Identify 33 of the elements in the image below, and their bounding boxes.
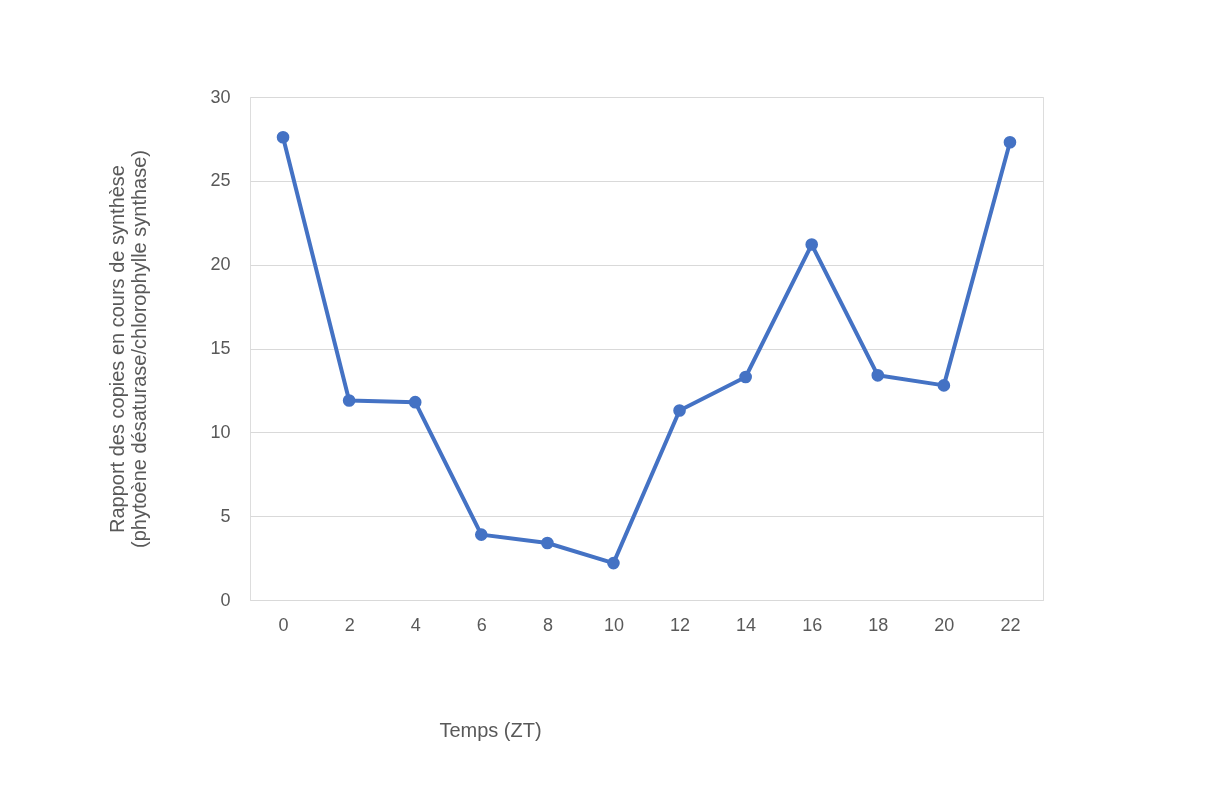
x-tick-label: 14 — [736, 614, 757, 635]
point — [673, 404, 686, 417]
point — [871, 369, 885, 382]
y-tick-label: 30 — [210, 86, 231, 107]
y-tick-label: 10 — [210, 421, 231, 442]
x-tick-label: 4 — [410, 614, 421, 635]
y-tick-label: 25 — [210, 170, 231, 191]
x-tick-label: 0 — [278, 614, 289, 635]
point — [474, 528, 488, 541]
y-tick-label: 15 — [210, 338, 231, 358]
x-tick-label: 16 — [802, 614, 823, 635]
point — [342, 394, 356, 407]
y-tick-label: 20 — [210, 254, 231, 275]
y-axis-title: Rapport des copies en cours de synthèse (phytoène désaturase/chlorophylle synthase) — [106, 149, 151, 549]
x-tick-label: 22 — [1000, 614, 1021, 635]
point — [541, 536, 554, 550]
x-tick-label: 10 — [603, 614, 624, 635]
x-tick-label: 2 — [344, 614, 355, 635]
y-tick-label: 0 — [220, 589, 231, 610]
point — [739, 370, 752, 384]
x-tick-label: 20 — [934, 614, 955, 635]
point — [276, 130, 290, 144]
point — [805, 238, 819, 251]
x-axis-title: Temps (ZT) — [439, 718, 542, 741]
point — [408, 395, 422, 409]
y-tick-label: 5 — [220, 505, 231, 526]
x-tick-label: 8 — [542, 614, 553, 635]
x-tick-label: 12 — [670, 614, 691, 635]
point — [937, 379, 951, 392]
x-tick-label: 6 — [476, 614, 487, 635]
point — [607, 556, 620, 570]
x-tick-label: 18 — [868, 614, 889, 635]
point — [1003, 135, 1017, 149]
